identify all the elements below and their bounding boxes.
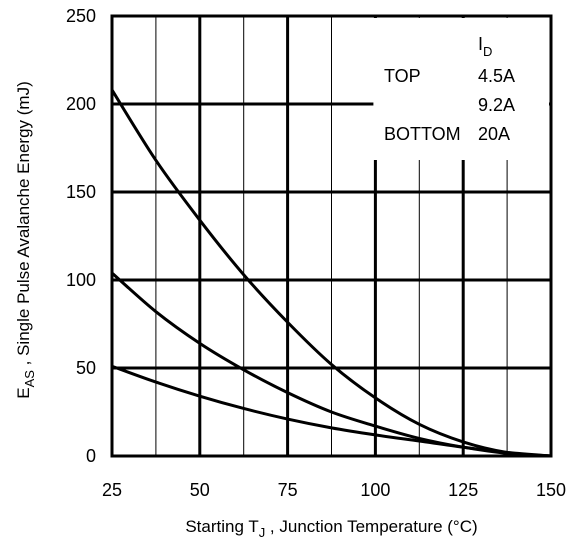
x-tick-label: 25 [102,480,122,500]
y-axis-title: EAS , Single Pulse Avalanche Energy (mJ) [14,81,37,399]
y-tick-label: 250 [66,6,96,26]
legend-rows: TOP 4.5A 9.2A BOTTOM 20A [384,66,515,144]
x-tick-label: 150 [536,480,566,500]
x-tick-label: 125 [448,480,478,500]
tick-labels: 25 50 75 100 125 150 0 50 100 150 200 250 [66,6,566,500]
legend-position-label: TOP [384,66,421,86]
legend-value-label: 20A [478,124,510,144]
plot-frame [110,14,553,458]
y-tick-label: 100 [66,270,96,290]
legend-background [373,18,549,160]
series-line-20A [111,364,552,458]
series-lines [110,89,552,458]
series-line-4.5A [110,89,552,458]
y-tick-label: 150 [66,182,96,202]
x-tick-label: 100 [360,480,390,500]
legend: ID TOP 4.5A 9.2A BOTTOM 20A [384,34,515,144]
y-tick-label: 0 [86,446,96,466]
legend-value-label: 9.2A [478,95,515,115]
legend-position-label: BOTTOM [384,124,461,144]
x-tick-label: 75 [278,480,298,500]
y-tick-label: 50 [76,358,96,378]
legend-value-label: 4.5A [478,66,515,86]
x-axis-title: Starting TJ , Junction Temperature (°C) [185,517,477,540]
legend-header: ID [478,34,492,59]
x-tick-label: 50 [190,480,210,500]
y-tick-label: 200 [66,94,96,114]
